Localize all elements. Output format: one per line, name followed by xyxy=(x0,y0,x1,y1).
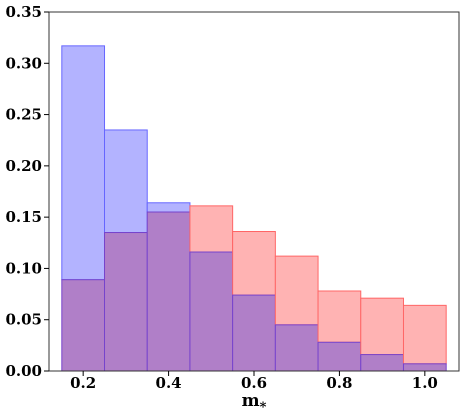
x-tick-label: 1.0 xyxy=(412,374,438,392)
axes-group: 0.00 0.05 0.10 0.15 0.20 0.25 0.30 0.35 0.2 0.4 0.… xyxy=(5,3,460,392)
histogram-bar-blue-1 xyxy=(104,129,148,234)
x-tick-label: 0.6 xyxy=(241,374,267,392)
y-tick-label: 0.25 xyxy=(5,106,42,124)
histogram-bar-overlap-3 xyxy=(189,251,234,372)
histogram-bar-red-4 xyxy=(232,231,276,296)
y-tick-label: 0.35 xyxy=(5,3,42,21)
histogram-bar-red-8 xyxy=(402,304,447,365)
histogram-bar-overlap-2 xyxy=(146,211,191,372)
y-tick-label: 0.20 xyxy=(5,157,42,175)
histogram-bar-overlap-5 xyxy=(274,324,319,372)
histogram-bar-blue-0 xyxy=(61,45,106,281)
histogram-bar-blue-2 xyxy=(146,202,191,213)
histogram-bar-overlap-7 xyxy=(360,354,404,372)
histogram-bar-overlap-4 xyxy=(232,294,276,372)
x-tick-label: 0.4 xyxy=(156,374,182,392)
histogram-bar-red-7 xyxy=(360,297,404,356)
y-tick-label: 0.10 xyxy=(5,259,42,277)
histogram-bar-overlap-1 xyxy=(104,232,148,372)
x-axis-label: m* xyxy=(242,391,267,415)
x-tick-label: 0.8 xyxy=(326,374,352,392)
histogram-bar-overlap-8 xyxy=(402,363,447,372)
histogram-bar-overlap-6 xyxy=(317,341,362,372)
histogram-bar-red-5 xyxy=(274,255,319,326)
histogram-bar-red-3 xyxy=(189,205,234,253)
y-tick-label: 0.30 xyxy=(5,54,42,72)
histogram-bar-overlap-0 xyxy=(61,279,106,372)
y-tick-label: 0.05 xyxy=(5,311,42,329)
bars-group xyxy=(61,45,447,372)
x-tick-label: 0.2 xyxy=(70,374,96,392)
y-tick-label: 0.00 xyxy=(5,362,42,380)
histogram-bar-red-6 xyxy=(317,290,362,343)
y-tick-label: 0.15 xyxy=(5,208,42,226)
